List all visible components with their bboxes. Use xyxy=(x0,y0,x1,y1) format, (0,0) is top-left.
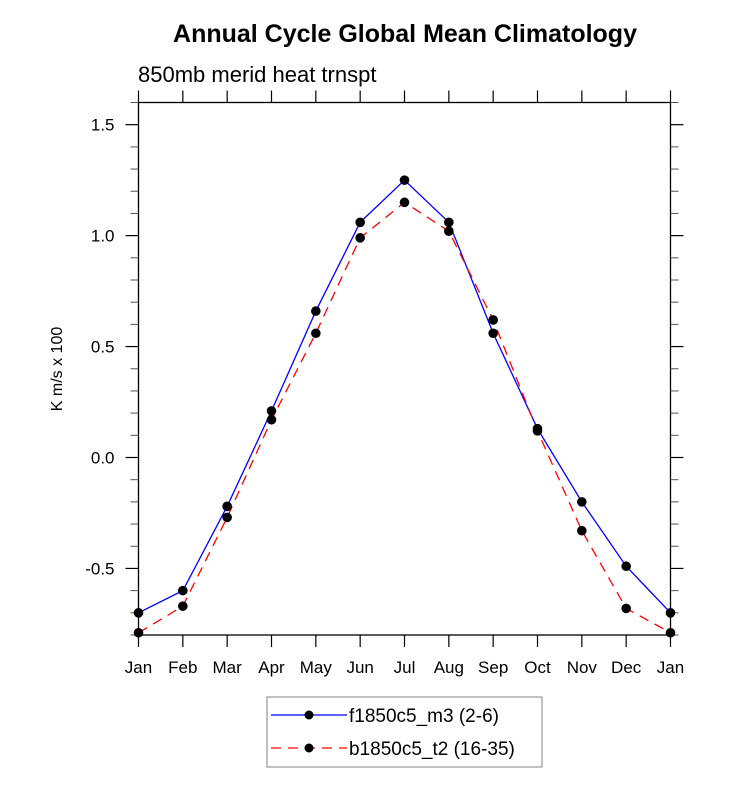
data-point-series-1 xyxy=(311,328,321,339)
x-tick-label: Jan xyxy=(125,658,152,677)
y-tick-label: 1.5 xyxy=(91,116,115,135)
x-tick-label: Mar xyxy=(213,658,243,677)
axes: Jan Feb Mar Apr May Jun Jul Aug Sep Oct Nov Dec Jan -… xyxy=(85,90,684,677)
x-tick-label: Nov xyxy=(567,658,598,677)
x-tick-label: Sep xyxy=(478,658,508,677)
data-point-series-0 xyxy=(621,561,631,572)
x-tick-label: Oct xyxy=(524,658,551,677)
series-line-1 xyxy=(138,201,671,634)
y-axis-label: K m/s x 100 xyxy=(49,327,66,412)
data-point-series-0 xyxy=(444,217,454,228)
y-tick-label: 0.0 xyxy=(91,449,115,468)
data-point-series-1 xyxy=(488,315,498,325)
data-point-series-1 xyxy=(399,197,410,208)
data-point-series-1 xyxy=(178,601,188,611)
data-point-series-0 xyxy=(577,497,587,507)
data-point-series-1 xyxy=(133,627,144,638)
data-point-series-0 xyxy=(488,328,498,339)
x-tick-label: Jan xyxy=(657,658,684,677)
x-tick-label: Aug xyxy=(434,658,464,677)
data-point-series-0 xyxy=(178,585,188,596)
x-tick-label: Dec xyxy=(611,658,642,677)
y-tick-label: 0.5 xyxy=(91,338,115,357)
legend-label-series-0: f1850c5_m3 (2-6) xyxy=(349,706,499,727)
legend: f1850c5_m3 (2-6) b1850c5_t2 (16-35) xyxy=(266,696,543,768)
y-tick-label: 1.0 xyxy=(91,227,115,246)
data-point-series-1 xyxy=(222,512,232,523)
data-point-series-1 xyxy=(577,525,587,536)
data-point-series-1 xyxy=(665,627,676,638)
data-point-series-1 xyxy=(444,226,454,236)
data-point-series-0 xyxy=(665,608,676,618)
x-tick-label: Feb xyxy=(168,658,197,677)
x-tick-label: Apr xyxy=(258,658,285,677)
x-tick-label: Jun xyxy=(346,658,373,677)
series-line-0 xyxy=(138,179,671,614)
data-point-series-1 xyxy=(355,233,365,243)
data-point-series-1 xyxy=(266,414,277,425)
data-point-series-1 xyxy=(621,603,631,614)
series-layer xyxy=(133,175,676,638)
legend-box xyxy=(266,696,543,768)
y-tick-label: -0.5 xyxy=(85,559,114,578)
x-tick-label: Jul xyxy=(394,658,416,677)
x-tick-label: May xyxy=(300,658,333,677)
legend-label-series-1: b1850c5_t2 (16-35) xyxy=(349,739,515,760)
chart-title: Annual Cycle Global Mean Climatology xyxy=(173,20,637,48)
data-point-series-0 xyxy=(266,406,277,416)
data-point-series-0 xyxy=(311,306,321,316)
legend-marker-series-1 xyxy=(304,743,314,753)
legend-marker-series-0 xyxy=(304,710,314,720)
data-point-series-0 xyxy=(355,217,365,228)
data-point-series-0 xyxy=(133,608,144,618)
chart-subtitle: 850mb merid heat trnspt xyxy=(138,62,376,87)
data-point-series-0 xyxy=(222,501,232,512)
data-point-series-0 xyxy=(399,175,410,185)
data-point-series-1 xyxy=(532,426,543,436)
